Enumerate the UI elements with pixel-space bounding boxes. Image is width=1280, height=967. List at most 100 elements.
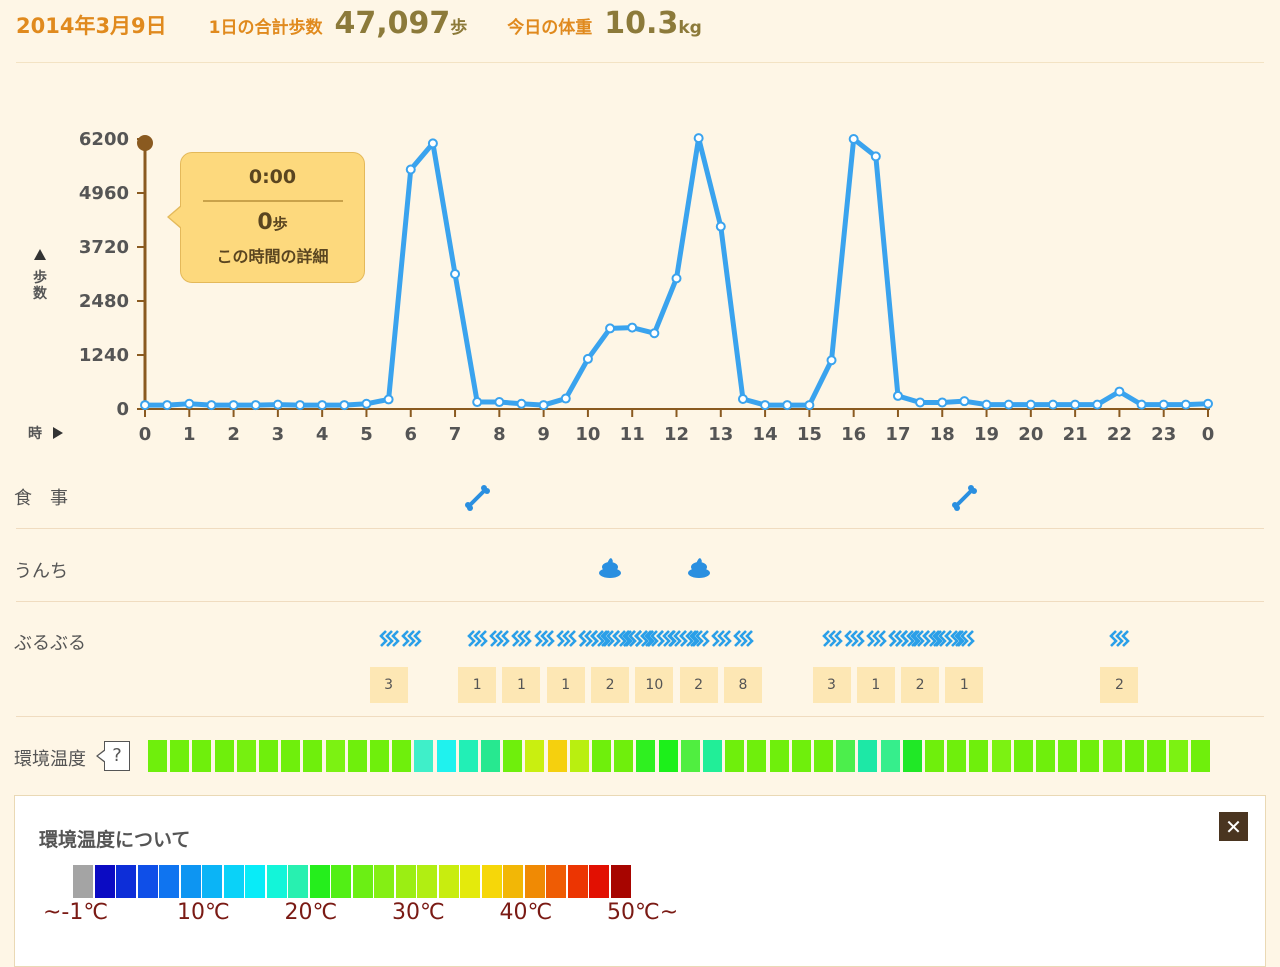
temperature-cell[interactable] xyxy=(1191,740,1211,772)
temperature-cell[interactable] xyxy=(370,740,389,772)
shake-icon[interactable] xyxy=(633,628,656,654)
temperature-cell[interactable] xyxy=(347,740,367,772)
total-steps-label: 1日の合計歩数 xyxy=(208,18,323,38)
temperature-cell[interactable] xyxy=(148,740,167,772)
shake-icon[interactable] xyxy=(865,628,887,654)
poop-icon[interactable] xyxy=(598,555,622,583)
temperature-cell[interactable] xyxy=(569,740,589,772)
temperature-cell[interactable] xyxy=(1147,740,1166,772)
data-point xyxy=(981,399,992,410)
tooltip-divider xyxy=(202,200,343,202)
scale-color-cell xyxy=(73,865,93,898)
temperature-cell[interactable] xyxy=(414,740,434,772)
temperature-cell[interactable] xyxy=(547,740,567,772)
temperature-cell[interactable] xyxy=(481,740,500,772)
temperature-cell[interactable] xyxy=(1124,740,1144,772)
temperature-cell[interactable] xyxy=(858,740,878,772)
temperature-cell[interactable] xyxy=(658,740,678,772)
close-button[interactable]: ✕ xyxy=(1219,812,1248,841)
y-tick-label: 1240 xyxy=(79,345,129,366)
temperature-cell[interactable] xyxy=(947,740,967,772)
shake-icon[interactable] xyxy=(688,628,710,654)
shake-icon[interactable] xyxy=(510,628,533,654)
shake-count-badge: 2 xyxy=(679,667,718,703)
temperature-cell[interactable] xyxy=(1036,740,1055,772)
temperature-cell[interactable] xyxy=(192,740,212,772)
x-tick-label: 8 xyxy=(493,424,506,445)
temperature-cell[interactable] xyxy=(303,740,323,772)
shake-icon[interactable] xyxy=(921,628,943,654)
temperature-cell[interactable] xyxy=(236,740,256,772)
temperature-cell[interactable] xyxy=(747,740,767,772)
temperature-cell[interactable] xyxy=(636,740,656,772)
temperature-cell[interactable] xyxy=(703,740,722,772)
poop-icon[interactable] xyxy=(687,555,711,583)
temperature-help-button[interactable]: ? xyxy=(96,741,130,771)
temperature-cell[interactable] xyxy=(925,740,944,772)
row-divider xyxy=(16,601,1264,602)
scale-color-cell xyxy=(331,865,351,898)
shake-icon[interactable] xyxy=(953,628,976,654)
temperature-cell[interactable] xyxy=(769,740,789,772)
temperature-cell[interactable] xyxy=(836,740,856,772)
temperature-cell[interactable] xyxy=(281,740,301,772)
temperature-cell[interactable] xyxy=(436,740,456,772)
temperature-cell[interactable] xyxy=(991,740,1011,772)
temperature-cell[interactable] xyxy=(1013,740,1033,772)
shake-icon[interactable] xyxy=(611,628,633,654)
shake-icon[interactable] xyxy=(843,628,865,654)
temperature-cell[interactable] xyxy=(880,740,900,772)
shake-icon[interactable] xyxy=(400,628,422,654)
y-tick-label: 0 xyxy=(116,399,129,420)
hour-detail-link[interactable]: この時間の詳細 xyxy=(216,247,329,266)
temperature-cell[interactable] xyxy=(1169,740,1189,772)
x-tick-label: 6 xyxy=(404,424,417,445)
temperature-cell[interactable] xyxy=(1058,740,1078,772)
shake-icon[interactable] xyxy=(533,628,555,654)
data-point xyxy=(693,133,704,144)
y-axis-label: 歩数 xyxy=(33,269,48,302)
temperature-cell[interactable] xyxy=(814,740,833,772)
temperature-cell[interactable] xyxy=(725,740,745,772)
shake-icon[interactable] xyxy=(589,628,611,654)
shake-count-badge: 8 xyxy=(723,667,762,703)
shake-icon[interactable] xyxy=(678,628,700,654)
x-tick-label: 19 xyxy=(974,424,999,445)
shake-icon[interactable] xyxy=(821,628,843,654)
temperature-cell[interactable] xyxy=(325,740,345,772)
temperature-cell[interactable] xyxy=(1102,740,1122,772)
shake-icon[interactable] xyxy=(466,628,489,654)
temperature-cell[interactable] xyxy=(458,740,478,772)
shake-icon[interactable] xyxy=(943,628,966,654)
shake-icon[interactable] xyxy=(488,628,511,654)
temperature-cell[interactable] xyxy=(791,740,811,772)
x-tick-label: 12 xyxy=(664,424,689,445)
shake-count-badge: 2 xyxy=(1100,667,1139,703)
temperature-cell[interactable] xyxy=(680,740,700,772)
temperature-cell[interactable] xyxy=(503,740,523,772)
scale-color-cell xyxy=(374,865,394,898)
temperature-cell[interactable] xyxy=(259,740,278,772)
temperature-cell[interactable] xyxy=(525,740,545,772)
shake-icon[interactable] xyxy=(732,628,754,654)
temperature-cell[interactable] xyxy=(592,740,611,772)
shake-icon[interactable] xyxy=(710,628,732,654)
temperature-cell[interactable] xyxy=(170,740,190,772)
tooltip-steps-value: 0 xyxy=(257,210,273,235)
scale-color-cell xyxy=(223,865,244,898)
x-tick-label: 7 xyxy=(449,424,462,445)
bone-icon[interactable] xyxy=(951,485,978,515)
temperature-cell[interactable] xyxy=(969,740,989,772)
temperature-cell[interactable] xyxy=(614,740,634,772)
shake-icon[interactable] xyxy=(655,628,678,654)
temperature-cell[interactable] xyxy=(902,740,922,772)
shake-icon[interactable] xyxy=(899,628,921,654)
temperature-cell[interactable] xyxy=(214,740,234,772)
scale-label: 40℃ xyxy=(499,900,553,925)
shake-icon[interactable] xyxy=(555,628,577,654)
shake-icon[interactable] xyxy=(378,628,400,654)
temperature-cell[interactable] xyxy=(1080,740,1100,772)
temperature-cell[interactable] xyxy=(392,740,412,772)
bone-icon[interactable] xyxy=(464,485,491,515)
shake-icon[interactable] xyxy=(1108,628,1131,654)
